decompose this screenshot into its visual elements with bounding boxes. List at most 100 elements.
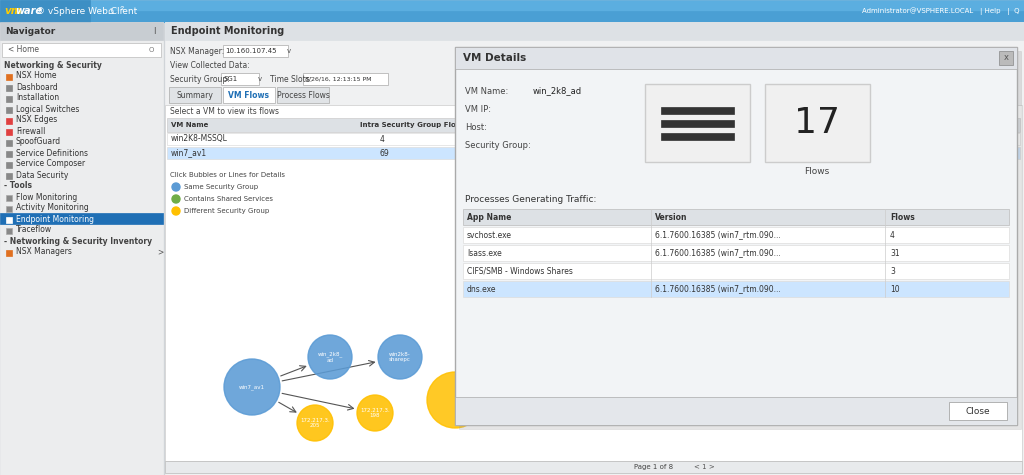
Bar: [6, 195, 12, 201]
Text: - Tools: - Tools: [4, 181, 32, 190]
Bar: [6, 96, 12, 102]
Text: Close: Close: [966, 407, 990, 416]
Bar: [0, 11, 1024, 22]
Bar: [169, 87, 221, 103]
Bar: [6, 217, 12, 223]
Text: ⌂  ²: ⌂ ²: [108, 6, 124, 16]
Bar: [0, 0, 1024, 22]
Bar: [455, 397, 1017, 425]
Text: x: x: [1004, 54, 1009, 63]
Bar: [6, 85, 12, 91]
Circle shape: [308, 335, 352, 379]
Text: Summary: Summary: [176, 91, 213, 99]
Bar: [6, 173, 12, 179]
Text: 31: 31: [890, 248, 900, 257]
Bar: [463, 263, 1009, 279]
Text: win7_av1: win7_av1: [239, 384, 265, 390]
Bar: [165, 22, 1024, 40]
Text: Processes Generating Traffic:: Processes Generating Traffic:: [465, 194, 596, 203]
Text: 172.217.3.
205: 172.217.3. 205: [300, 418, 330, 428]
Bar: [223, 87, 275, 103]
Text: 8/26/16, 12:13:15 PM: 8/26/16, 12:13:15 PM: [305, 76, 372, 82]
Text: NSX Manager:: NSX Manager:: [170, 47, 224, 56]
Text: 17: 17: [794, 106, 840, 140]
Text: >: >: [157, 247, 163, 257]
Text: 172.217.3.
198: 172.217.3. 198: [360, 408, 390, 418]
Text: Intra Security Group Flows: Intra Security Group Flows: [360, 122, 467, 128]
Bar: [165, 105, 1022, 461]
Bar: [6, 140, 12, 146]
Text: 6.1.7600.16385 (win7_rtm.090...: 6.1.7600.16385 (win7_rtm.090...: [655, 248, 780, 257]
Text: Administrator@VSPHERE.LOCAL   | Help   |  Q: Administrator@VSPHERE.LOCAL | Help | Q: [862, 7, 1020, 15]
Text: ware: ware: [15, 6, 42, 16]
Text: Security Group:: Security Group:: [465, 141, 530, 150]
Text: CIFS/SMB - Windows Shares: CIFS/SMB - Windows Shares: [467, 266, 572, 276]
Text: Version: Version: [655, 212, 687, 221]
Text: VM Name:: VM Name:: [465, 86, 508, 95]
Circle shape: [224, 359, 280, 415]
Bar: [463, 209, 1009, 225]
Text: VM Name: VM Name: [171, 122, 208, 128]
Text: Flows: Flows: [890, 212, 914, 221]
Bar: [6, 129, 12, 135]
Text: Logical Switches: Logical Switches: [16, 104, 80, 114]
Text: win2K8-MSSQL: win2K8-MSSQL: [171, 134, 228, 143]
Bar: [6, 151, 12, 157]
Text: VM Flows: VM Flows: [228, 91, 269, 99]
Bar: [463, 281, 1009, 297]
Text: v: v: [287, 48, 291, 54]
Bar: [6, 74, 12, 80]
Bar: [6, 107, 12, 113]
Circle shape: [357, 395, 393, 431]
Text: Time Slots:: Time Slots:: [270, 75, 312, 84]
Text: NSX Edges: NSX Edges: [16, 115, 57, 124]
Circle shape: [378, 335, 422, 379]
Bar: [223, 45, 288, 57]
Bar: [662, 107, 734, 114]
Text: vm: vm: [4, 6, 22, 16]
Bar: [6, 228, 12, 234]
Text: Networking & Security: Networking & Security: [4, 60, 101, 69]
Text: 10.160.107.45: 10.160.107.45: [225, 48, 276, 54]
Bar: [278, 87, 329, 103]
Text: dns.exe: dns.exe: [467, 285, 497, 294]
Bar: [165, 461, 1022, 473]
Text: Navigator: Navigator: [5, 27, 55, 36]
Text: I: I: [153, 27, 156, 36]
Text: 6.1.7600.16385 (win7_rtm.090...: 6.1.7600.16385 (win7_rtm.090...: [655, 285, 780, 294]
Bar: [455, 47, 1017, 69]
Text: Flows: Flows: [805, 168, 829, 177]
Text: Activity Monitoring: Activity Monitoring: [16, 203, 89, 212]
Text: 69: 69: [380, 149, 390, 158]
Text: Service Definitions: Service Definitions: [16, 149, 88, 158]
Text: Host:: Host:: [465, 123, 486, 132]
Text: SpoofGuard: SpoofGuard: [16, 137, 61, 146]
Text: Traceflow: Traceflow: [16, 226, 52, 235]
Text: VM Details: VM Details: [463, 53, 526, 63]
Text: 4: 4: [380, 134, 385, 143]
Text: Page 1 of 8: Page 1 of 8: [634, 464, 673, 470]
Text: < 1 >: < 1 >: [694, 464, 715, 470]
Bar: [662, 120, 734, 127]
Text: 4: 4: [890, 230, 895, 239]
Text: Contains Shared Services: Contains Shared Services: [184, 196, 273, 202]
Text: Firewall: Firewall: [16, 126, 45, 135]
Circle shape: [427, 372, 483, 428]
Text: View Collected Data:: View Collected Data:: [170, 60, 250, 69]
Bar: [6, 206, 12, 212]
Text: - Networking & Security Inventory: - Networking & Security Inventory: [4, 237, 153, 246]
Text: v: v: [258, 76, 262, 82]
Bar: [2, 43, 161, 57]
Text: 3: 3: [890, 266, 895, 276]
Text: Same Security Group: Same Security Group: [184, 184, 258, 190]
Bar: [165, 22, 1024, 475]
Circle shape: [297, 405, 333, 441]
Text: Flow Monitoring: Flow Monitoring: [16, 192, 77, 201]
Text: NSX Home: NSX Home: [16, 72, 56, 80]
Text: Endpoint Monitoring: Endpoint Monitoring: [171, 26, 285, 36]
Bar: [6, 162, 12, 168]
Bar: [6, 250, 12, 256]
Text: Different Security Group: Different Security Group: [184, 208, 269, 214]
Bar: [303, 73, 388, 85]
Text: App Name: App Name: [467, 212, 511, 221]
